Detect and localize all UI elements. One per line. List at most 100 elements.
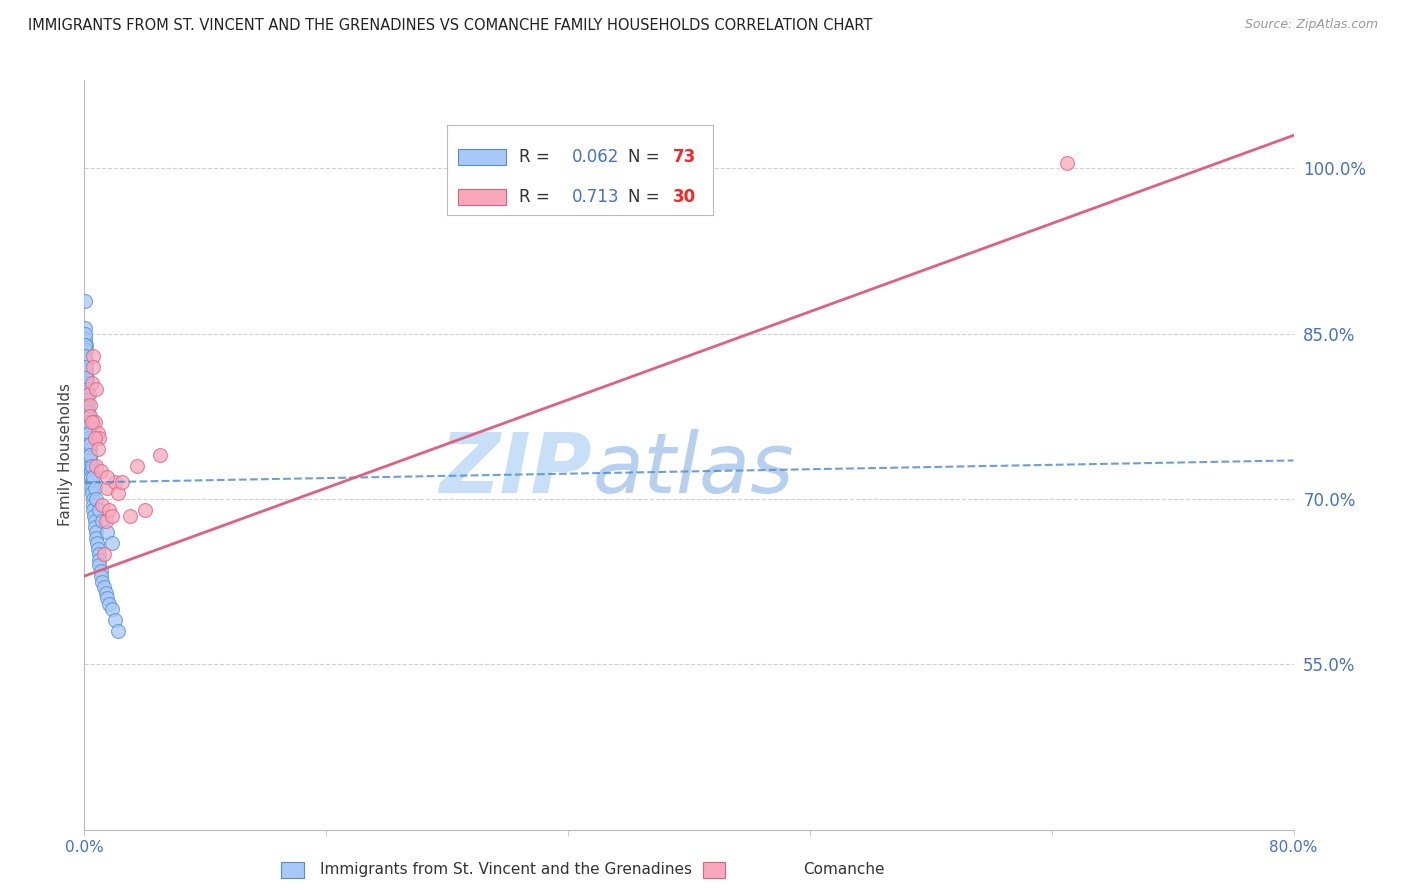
Point (97, 503, 120, 517)
Point (75, 359, 97, 374)
Text: Source: ZipAtlas.com: Source: ZipAtlas.com (1244, 18, 1378, 31)
Point (90, 564, 112, 578)
Point (75, 321, 97, 335)
Point (77, 409, 100, 424)
Point (89, 558, 111, 573)
Point (96, 591, 118, 606)
Point (84, 514, 107, 528)
Point (79, 448, 101, 462)
Point (91, 574, 114, 589)
Point (77, 425, 100, 440)
Point (87, 547, 110, 561)
Point (79, 398, 101, 412)
Point (75, 349, 97, 363)
Point (77, 431, 100, 445)
Point (104, 475, 127, 490)
Point (134, 503, 156, 517)
Point (75, 371, 97, 385)
Point (84, 481, 107, 495)
Point (1056, 156, 1078, 170)
Point (93, 580, 115, 594)
Point (79, 458, 101, 473)
Point (107, 624, 129, 639)
Point (82, 491, 104, 506)
Point (100, 508, 122, 523)
Point (82, 359, 104, 374)
Point (104, 613, 127, 627)
Point (96, 470, 118, 484)
Point (149, 448, 172, 462)
Point (91, 498, 114, 512)
Point (82, 470, 104, 484)
Text: Comanche: Comanche (803, 863, 884, 877)
Point (80, 481, 103, 495)
Point (75, 326, 97, 341)
Point (80, 475, 103, 490)
Point (84, 415, 107, 429)
Point (76, 404, 98, 418)
Point (84, 382, 107, 396)
Y-axis label: Family Households: Family Households (58, 384, 73, 526)
Point (80, 458, 103, 473)
Point (96, 481, 118, 495)
Point (76, 382, 98, 396)
Point (89, 552, 111, 566)
Point (80, 465, 103, 479)
Point (77, 404, 100, 418)
Point (86, 531, 108, 545)
Point (76, 398, 98, 412)
Point (100, 536, 122, 550)
Text: atlas: atlas (592, 429, 794, 510)
Point (77, 415, 100, 429)
Point (86, 491, 108, 506)
Point (118, 508, 141, 523)
Point (76, 382, 98, 396)
Point (87, 425, 110, 440)
Point (77, 420, 100, 434)
Text: Immigrants from St. Vincent and the Grenadines: Immigrants from St. Vincent and the Gren… (321, 863, 692, 877)
Point (75, 337, 97, 351)
Point (97, 597, 120, 611)
Point (87, 442, 110, 457)
Point (80, 376, 103, 391)
Point (127, 458, 149, 473)
Point (79, 453, 101, 467)
Point (96, 524, 118, 539)
Point (91, 514, 114, 528)
Point (75, 365, 97, 379)
Point (84, 431, 107, 445)
Point (84, 519, 107, 533)
Point (75, 343, 97, 358)
Point (90, 465, 112, 479)
Point (75, 337, 97, 351)
Point (75, 293, 97, 308)
Point (94, 514, 117, 528)
Point (77, 415, 100, 429)
Point (86, 458, 108, 473)
Point (79, 442, 101, 457)
Point (82, 349, 104, 363)
Bar (281, 862, 304, 878)
Point (100, 602, 122, 616)
Point (75, 359, 97, 374)
Point (79, 437, 101, 451)
Point (94, 585, 117, 599)
Point (89, 503, 111, 517)
Point (82, 498, 104, 512)
Point (76, 392, 98, 407)
Point (79, 409, 101, 424)
Point (80, 470, 103, 484)
Point (76, 392, 98, 407)
Point (107, 486, 129, 500)
Bar (703, 862, 725, 878)
Point (90, 569, 112, 583)
Point (82, 503, 104, 517)
Point (76, 376, 98, 391)
Point (79, 437, 101, 451)
Point (87, 541, 110, 556)
Point (75, 332, 97, 346)
Point (79, 448, 101, 462)
Point (86, 536, 108, 550)
Point (77, 387, 100, 401)
Point (77, 425, 100, 440)
